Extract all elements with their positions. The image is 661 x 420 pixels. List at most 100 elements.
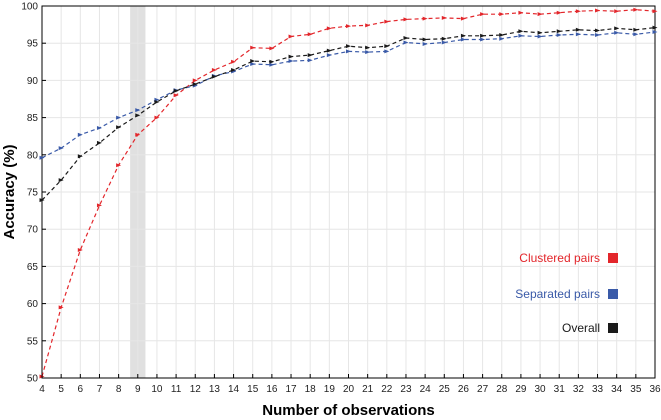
x-tick-label: 25 [439,384,451,395]
data-point [173,88,179,93]
x-tick-label: 23 [400,384,412,395]
y-tick-label: 50 [27,374,39,385]
data-point [231,59,237,64]
x-tick-label: 36 [649,384,661,395]
data-point [537,34,543,39]
data-point [403,17,409,22]
legend-label: Clustered pairs [519,251,600,265]
tick-label-layer: 4 5 6 7 8 9 10 11 12 13 14 15 16 17 18 19 20 21 22 23 24 25 26… [21,2,661,396]
data-point [365,23,371,28]
data-point [384,19,390,24]
data-point [633,7,639,12]
legend-swatch [608,323,618,333]
data-point [346,44,351,49]
data-point [154,99,160,104]
data-point [288,59,294,64]
legend-swatch [608,289,618,299]
legend-swatch [608,253,618,263]
x-tick-label: 18 [305,384,317,395]
data-point [135,113,141,118]
x-tick-label: 16 [266,384,278,395]
data-point [652,25,658,30]
x-tick-label: 34 [611,384,623,395]
data-point [307,32,313,37]
series-clustered-pairs [39,7,658,379]
data-point [480,12,486,17]
y-tick-label: 55 [27,336,39,347]
data-point [192,78,198,83]
data-point [269,59,275,64]
data-point [556,33,562,38]
data-point [116,163,122,168]
data-point [365,50,371,55]
data-point [480,33,486,38]
x-tick-label: 22 [381,384,393,395]
data-point [499,33,505,38]
data-point [116,115,122,120]
y-tick-label: 90 [27,76,39,87]
y-tick-label: 95 [27,39,39,50]
data-point [77,132,83,137]
data-point [326,48,332,53]
x-tick-label: 12 [190,384,202,395]
x-tick-label: 11 [171,384,182,395]
legend: Clustered pairs Separated pairs Overall [515,251,618,335]
data-point [173,93,179,98]
x-tick-label: 10 [151,384,163,395]
data-point [537,12,543,17]
data-point [518,10,524,15]
x-tick-label: 33 [592,384,604,395]
x-tick-label: 20 [343,384,355,395]
y-tick-label: 85 [27,113,39,124]
data-point [518,33,524,38]
data-point [116,125,122,130]
y-tick-label: 60 [27,299,39,310]
series-overall [39,25,658,203]
data-point [441,40,447,45]
x-tick-label: 14 [228,384,240,395]
data-point [326,53,332,58]
data-point [460,33,466,38]
data-point [211,67,217,72]
data-point [595,8,601,13]
legend-label: Overall [562,321,600,335]
data-point [652,30,658,35]
data-point [250,45,256,50]
data-point [307,58,313,63]
data-point [441,15,447,20]
data-point [192,82,198,87]
data-point [58,305,64,310]
data-point [422,41,428,46]
series-line [41,27,656,201]
data-point [96,140,102,145]
data-point [288,54,294,59]
x-tick-label: 4 [39,384,45,395]
data-point [326,26,332,31]
data-point [595,28,601,33]
data-point [135,108,141,113]
x-tick-label: 15 [247,384,259,395]
data-point [652,9,658,14]
data-point [39,198,45,203]
data-point [614,9,620,14]
x-tick-label: 32 [573,384,585,395]
data-point [575,27,581,32]
data-point [441,36,447,41]
data-point [77,248,83,253]
x-tick-label: 17 [285,384,297,395]
legend-label: Separated pairs [515,287,600,301]
x-tick-label: 8 [116,384,122,395]
data-point [403,35,409,40]
x-tick-label: 7 [97,384,103,395]
data-point [633,32,639,37]
x-tick-label: 6 [78,384,84,395]
y-tick-label: 75 [27,188,39,199]
data-point [460,16,466,21]
data-point [269,62,275,67]
data-point [250,59,256,64]
data-point [154,115,160,120]
data-point [556,29,562,34]
data-point [422,37,428,42]
x-tick-label: 21 [362,384,374,395]
